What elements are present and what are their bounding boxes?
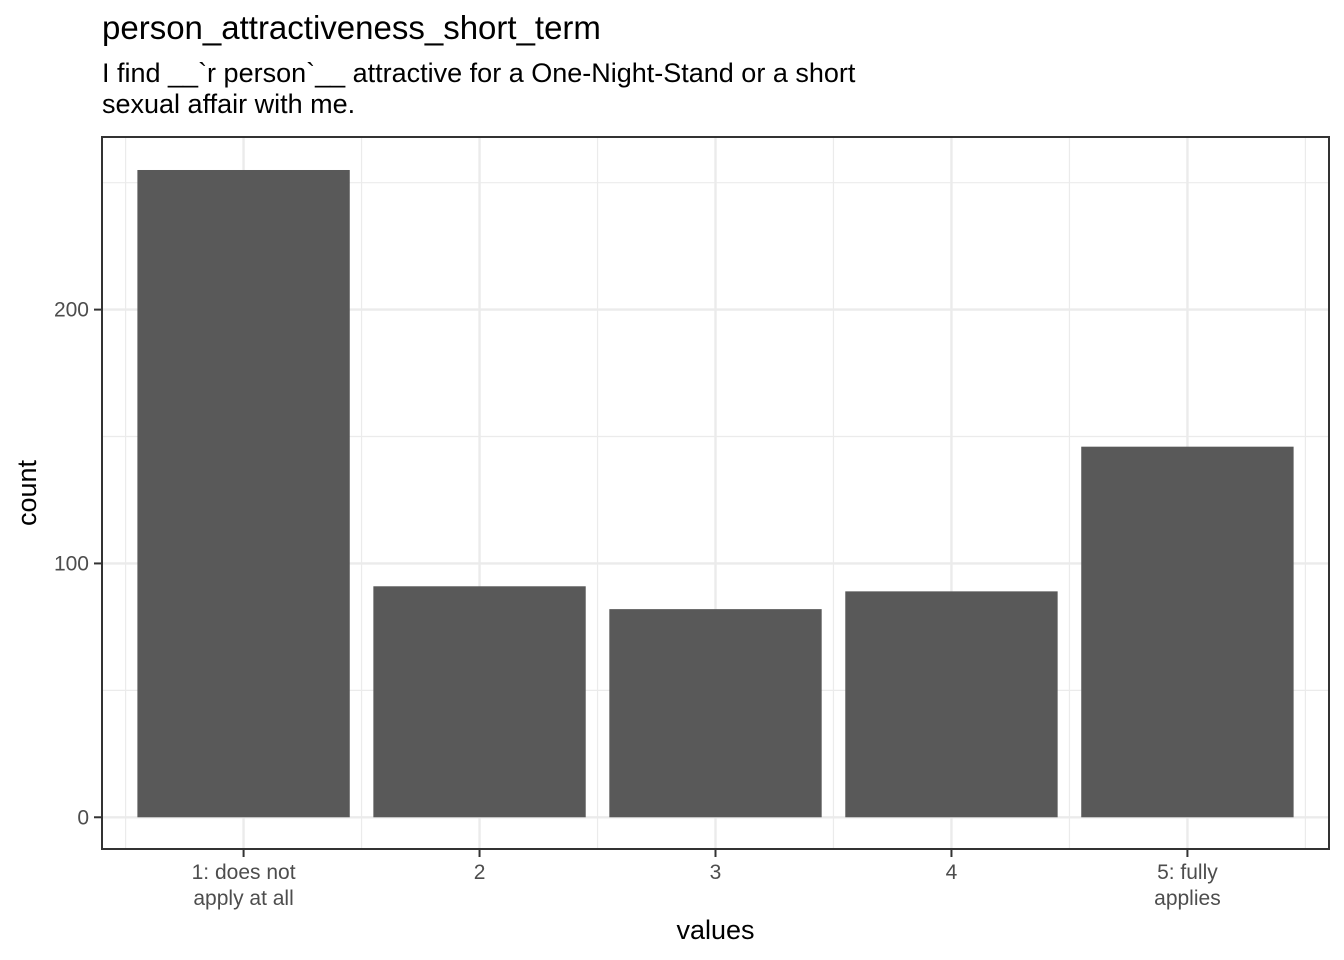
- y-axis: 0 100 200: [54, 299, 102, 829]
- y-tick-label: 200: [54, 299, 89, 322]
- x-axis: 1: does not apply at all 2 3 4 5: fully applie…: [192, 849, 1221, 910]
- bar: [137, 169, 350, 818]
- x-tick-label: 5: fully applies: [1154, 861, 1221, 910]
- x-tick-label: 2: [474, 861, 486, 884]
- bar: [845, 591, 1058, 818]
- y-axis-title: count: [12, 459, 42, 526]
- x-tick-label: 4: [946, 861, 958, 884]
- bar: [609, 609, 822, 818]
- x-tick-label: 1: does not apply at all: [192, 861, 296, 910]
- x-tick-label: 3: [710, 861, 722, 884]
- bar: [1081, 446, 1294, 818]
- chart-title: person_attractiveness_short_term: [102, 9, 601, 46]
- bar: [373, 586, 586, 818]
- bars: [137, 169, 1294, 818]
- chart-subtitle: I find __`r person`__ attractive for a O…: [102, 58, 856, 119]
- x-axis-title: values: [676, 915, 754, 945]
- y-tick-label: 100: [54, 552, 89, 575]
- y-tick-label: 0: [77, 806, 89, 829]
